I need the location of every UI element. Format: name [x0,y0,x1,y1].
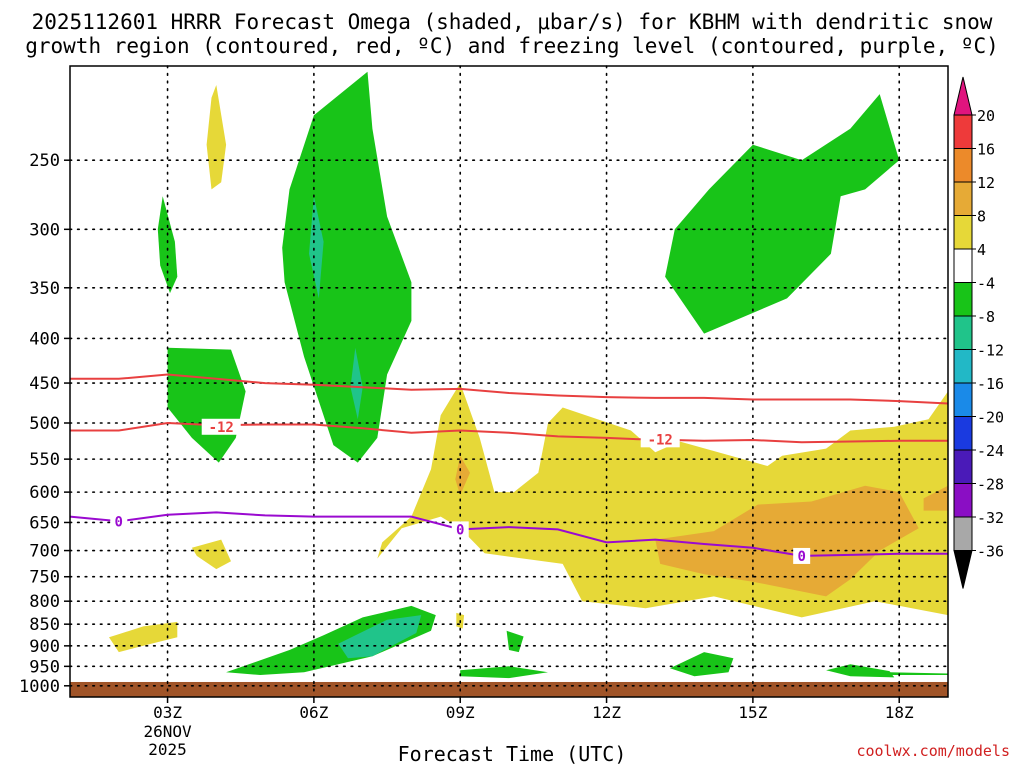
y-tick-label-750: 750 [29,568,60,588]
y-tick-label-250: 250 [29,151,60,171]
omega-region-5 [350,347,363,420]
x-axis-label: Forecast Time (UTC) [397,742,627,766]
y-tick-label-650: 650 [29,513,60,533]
y-tick-label-950: 950 [29,657,60,677]
colorbar-label--4: -4 [977,275,995,293]
omega-region-15 [338,615,422,659]
chart-title-line2: growth region (contoured, red, ºC) and f… [25,34,999,58]
colorbar-label--8: -8 [977,308,995,326]
omega-region-0 [206,85,227,190]
colorbar-label--32: -32 [977,509,1004,527]
chart-title-line1: 2025112601 HRRR Forecast Omega (shaded, … [31,10,993,34]
colorbar-segment-4 [953,248,973,283]
colorbar-segment-6 [953,315,973,350]
date-label-0: 26NOV [143,722,192,741]
colorbar-segment-1 [953,148,973,183]
y-tick-label-400: 400 [29,329,60,349]
x-tick-label-18Z: 18Z [885,703,914,722]
y-tick-label-900: 900 [29,637,60,657]
contour-label-0: -12 [209,420,234,436]
omega-region-9 [655,485,919,597]
colorbar-label-20: 20 [977,107,995,125]
colorbar-segment-8 [953,382,973,417]
colorbar-bottom-arrow [953,550,973,589]
colorbar-segment-2 [953,181,973,216]
surface-band [70,681,948,697]
omega-region-8 [455,455,470,496]
colorbar-segment-9 [953,416,973,451]
colorbar-label-4: 4 [977,241,986,259]
omega-region-10 [923,485,948,511]
colorbar-label-8: 8 [977,208,986,226]
colorbar-label--36: -36 [977,543,1004,561]
y-tick-label-1000: 1000 [19,677,60,697]
x-tick-label-15Z: 15Z [738,703,767,722]
contour-label-4: 0 [797,549,805,565]
colorbar-label-16: 16 [977,141,995,159]
colorbar-label--28: -28 [977,476,1004,494]
x-tick-label-03Z: 03Z [153,703,182,722]
colorbar-label--20: -20 [977,409,1004,427]
contour-label-2: 0 [115,514,123,530]
colorbar-segment-0 [953,114,973,149]
colorbar-label-12: 12 [977,174,995,192]
contour-label-3: 0 [456,522,464,538]
colorbar-segment-11 [953,483,973,518]
credit-link[interactable]: coolwx.com/models [856,742,1010,760]
omega-region-16 [506,630,524,653]
omega-region-11 [191,539,231,570]
colorbar-top-arrow [953,76,973,116]
omega-region-12 [109,621,178,653]
y-tick-label-550: 550 [29,450,60,470]
y-tick-label-350: 350 [29,279,60,299]
omega-region-19 [826,664,895,678]
y-tick-label-450: 450 [29,374,60,394]
y-tick-label-700: 700 [29,542,60,562]
colorbar-label--16: -16 [977,375,1004,393]
contour-line-1 [70,373,949,405]
colorbar-segment-10 [953,449,973,484]
omega-region-20 [889,672,948,675]
colorbar-segment-3 [953,215,973,250]
x-tick-label-12Z: 12Z [592,703,621,722]
omega-region-17 [460,666,548,679]
y-tick-label-600: 600 [29,483,60,503]
colorbar-segment-5 [953,282,973,317]
x-tick-label-06Z: 06Z [299,703,328,722]
colorbar-segment-7 [953,349,973,384]
omega-region-18 [670,652,734,677]
y-tick-label-800: 800 [29,592,60,612]
y-tick-label-850: 850 [29,615,60,635]
date-label-1: 2025 [148,740,187,759]
contour-label-1: -12 [648,432,673,448]
y-tick-label-300: 300 [29,220,60,240]
omega-region-3 [282,71,412,463]
colorbar-segment-12 [953,516,973,551]
colorbar-label--24: -24 [977,442,1004,460]
x-tick-label-09Z: 09Z [446,703,475,722]
omega-region-4 [309,196,324,299]
y-tick-label-500: 500 [29,414,60,434]
omega-region-6 [665,94,900,334]
colorbar-label--12: -12 [977,342,1004,360]
omega-region-1 [157,196,178,294]
plot-frame [69,65,949,698]
